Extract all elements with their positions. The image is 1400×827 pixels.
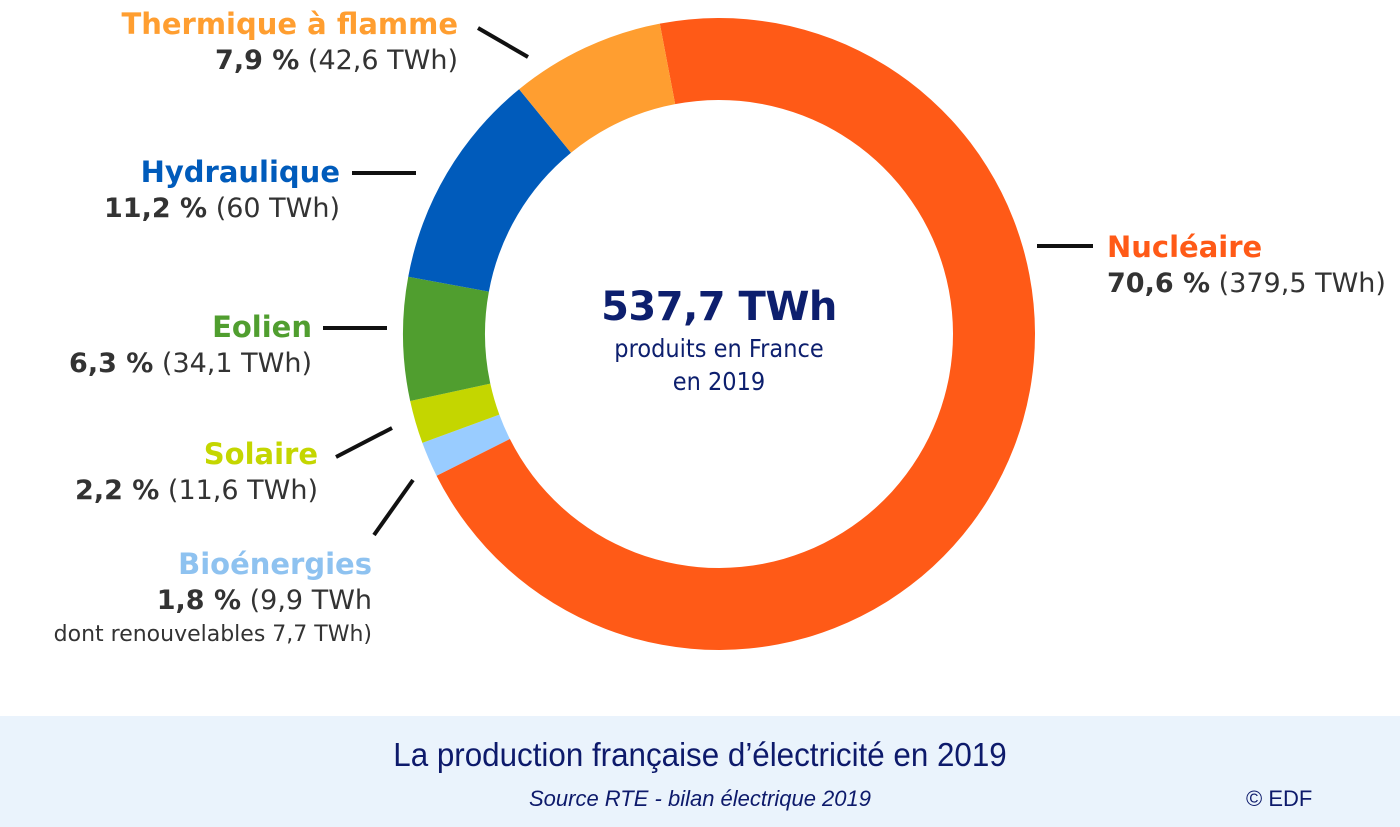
label-bioenergies: Bioénergies 1,8 % (9,9 TWh dont renouvel…: [54, 545, 372, 651]
pct: 2,2 %: [75, 475, 160, 506]
donut-center-label: 537,7 TWh produits en France en 2019: [569, 282, 869, 398]
twh: (60 TWh): [215, 193, 340, 224]
twh: (9,9 TWh: [249, 585, 372, 616]
chart-source: Source RTE - bilan électrique 2019: [528, 786, 871, 811]
chart-title: La production française d’électricité en…: [393, 736, 1007, 773]
label-eolien: Eolien 6,3 % (34,1 TWh): [69, 308, 312, 382]
label-bioenergies-extra: dont renouvelables 7,7 TWh): [53, 622, 372, 647]
label-solaire-name: Solaire: [203, 437, 318, 471]
donut-slice-bioenergies: [422, 414, 510, 476]
donut-slice-thermique-a-flamme: [519, 23, 676, 153]
pct: 1,8 %: [156, 585, 242, 616]
donut-slice-eolien: [402, 276, 491, 401]
label-eolien-value: 6,3 % (34,1 TWh): [69, 346, 312, 382]
twh: (42,6 TWh): [307, 45, 458, 76]
label-nucleaire-name: Nucléaire: [1107, 230, 1263, 264]
twh: (34,1 TWh): [161, 348, 312, 379]
twh: (11,6 TWh): [167, 475, 318, 506]
label-bioenergies-name: Bioénergies: [178, 547, 372, 581]
label-thermique-name: Thermique à flamme: [121, 7, 458, 41]
total-caption-line2: en 2019: [672, 367, 766, 396]
label-eolien-name: Eolien: [212, 310, 312, 344]
leader-lines: [323, 26, 1093, 537]
pct: 6,3 %: [69, 348, 154, 379]
pct: 11,2 %: [104, 193, 208, 224]
leader-bioenergies: [372, 478, 415, 537]
label-nucleaire: Nucléaire 70,6 % (379,5 TWh): [1107, 228, 1386, 302]
pct: 7,9 %: [215, 45, 300, 76]
donut-chart: [323, 17, 1093, 650]
total-value: 537,7 TWh: [601, 284, 837, 330]
twh: (379,5 TWh): [1218, 268, 1386, 299]
label-nucleaire-value: 70,6 % (379,5 TWh): [1107, 266, 1386, 302]
label-hydraulique-name: Hydraulique: [140, 155, 340, 189]
label-thermique-value: 7,9 % (42,6 TWh): [121, 43, 458, 79]
label-solaire: Solaire 2,2 % (11,6 TWh): [75, 435, 318, 509]
leader-solaire: [335, 426, 393, 459]
label-solaire-value: 2,2 % (11,6 TWh): [75, 473, 318, 509]
label-bioenergies-value: 1,8 % (9,9 TWh: [54, 583, 372, 619]
chart-footer: La production française d’électricité en…: [0, 716, 1400, 827]
label-thermique: Thermique à flamme 7,9 % (42,6 TWh): [121, 5, 458, 79]
donut-slice-hydraulique: [408, 89, 571, 292]
total-caption-line1: produits en France: [614, 334, 824, 363]
label-hydraulique-value: 11,2 % (60 TWh): [104, 191, 340, 227]
copyright: © EDF: [1246, 786, 1313, 811]
label-hydraulique: Hydraulique 11,2 % (60 TWh): [104, 153, 340, 227]
pct: 70,6 %: [1107, 268, 1211, 299]
leader-thermique: [476, 26, 530, 59]
donut-slices: [402, 17, 1036, 650]
donut-slice-solaire: [410, 383, 500, 443]
